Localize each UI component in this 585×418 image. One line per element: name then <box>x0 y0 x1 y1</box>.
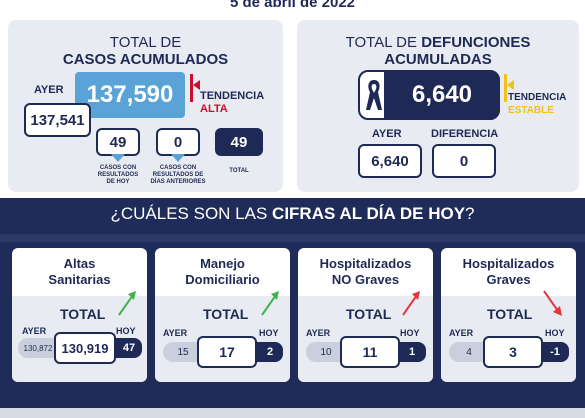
card-total-value: 11 <box>340 336 400 368</box>
card-ayer-label: AYER <box>163 328 188 338</box>
con-resultados-value: 49 <box>96 128 140 156</box>
card-ayer-value: 10 <box>306 342 346 362</box>
ribbon-icon <box>366 80 382 110</box>
card-total-label: TOTAL <box>60 306 106 322</box>
casos-tendencia-label: TENDENCIA <box>200 90 265 102</box>
total-hoy-value: 49 <box>215 128 263 156</box>
defunciones-tendencia-label: TENDENCIA <box>508 92 567 103</box>
card-hospitalizados-no-graves: Hospitalizados NO Graves TOTAL AYER HOY 1… <box>298 248 433 382</box>
tendencia-estable-marker <box>504 74 507 102</box>
card-ayer-label: AYER <box>22 326 47 336</box>
card-ayer-label: AYER <box>449 328 474 338</box>
defunciones-ayer-value: 6,640 <box>358 144 422 178</box>
casos-tendencia-value: ALTA <box>200 103 228 115</box>
card-ayer-value: 15 <box>163 342 203 362</box>
card-total-label: TOTAL <box>487 306 533 322</box>
report-date: 5 de abril de 2022 <box>229 0 356 11</box>
bottom-strip <box>0 408 585 418</box>
total-hoy-label: TOTAL <box>229 168 249 174</box>
trend-up-icon <box>261 291 279 316</box>
card-hoy-value: -1 <box>541 342 569 362</box>
anteriores-label: CASOS CON RESULTADOS DE DÍAS ANTERIORES <box>150 165 206 185</box>
con-resultados-label: CASOS CON RESULTADOS DE HOY <box>97 165 139 185</box>
card-hoy-label: HOY <box>259 328 279 338</box>
defunciones-total-value: 6,640 <box>384 70 500 120</box>
card-manejo-domiciliario: Manejo Domiciliario TOTAL AYER HOY 15 2 1… <box>155 248 290 382</box>
card-total-label: TOTAL <box>346 306 392 322</box>
casos-ayer-label: AYER <box>34 84 64 96</box>
trend-up-red-icon <box>402 291 420 316</box>
card-hoy-label: HOY <box>400 328 420 338</box>
casos-total-value: 137,590 <box>75 72 185 118</box>
tendencia-alta-arrow-icon <box>193 80 200 90</box>
defunciones-tendencia-value: ESTABLE <box>508 105 554 116</box>
card-hoy-label: HOY <box>116 326 136 336</box>
card-hoy-value: 1 <box>398 342 426 362</box>
card-ayer-value: 4 <box>449 342 489 362</box>
card-hoy-label: HOY <box>545 328 565 338</box>
card-ayer-value: 130,872 <box>18 338 58 358</box>
band-divider <box>0 234 585 242</box>
card-hoy-value: 47 <box>116 338 142 358</box>
anteriores-pointer-icon <box>171 154 185 162</box>
casos-ayer-value: 137,541 <box>24 103 91 137</box>
defunciones-diferencia-value: 0 <box>432 144 496 178</box>
trend-down-icon <box>543 290 562 316</box>
card-total-value: 17 <box>197 336 257 368</box>
defunciones-header: TOTAL DE DEFUNCIONES ACUMULADAS <box>345 34 531 68</box>
trend-up-icon <box>118 291 136 316</box>
card-hoy-value: 2 <box>257 342 283 362</box>
cifras-title: ¿CUÁLES SON LAS CIFRAS AL DÍA DE HOY? <box>110 204 475 223</box>
card-total-label: TOTAL <box>203 306 249 322</box>
tendencia-estable-arrow-icon <box>507 80 514 90</box>
tendencia-alta-marker <box>190 74 193 102</box>
defunciones-diferencia-label: DIFERENCIA <box>431 128 499 140</box>
card-altas-sanitarias: Altas Sanitarias TOTAL AYER HOY 130,872 4… <box>12 248 147 382</box>
anteriores-value: 0 <box>156 128 200 156</box>
defunciones-ayer-label: AYER <box>372 128 402 140</box>
casos-header: TOTAL DE CASOS ACUMULADOS <box>62 34 229 68</box>
card-ayer-label: AYER <box>306 328 331 338</box>
card-total-value: 3 <box>483 336 543 368</box>
con-resultados-pointer-icon <box>111 154 125 162</box>
card-total-value: 130,919 <box>54 332 116 364</box>
card-hospitalizados-graves: Hospitalizados Graves TOTAL AYER HOY 4 -1… <box>441 248 576 382</box>
